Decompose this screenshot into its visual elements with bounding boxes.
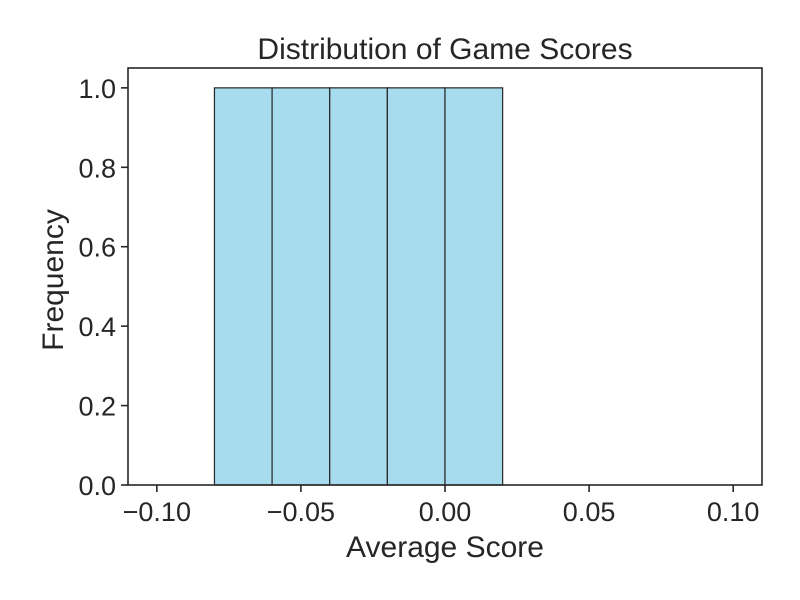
x-tick-label: −0.05 (267, 497, 335, 527)
x-axis-label: Average Score (346, 531, 544, 564)
y-tick-label: 1.0 (78, 74, 116, 104)
chart-title: Distribution of Game Scores (257, 33, 632, 66)
y-axis-label: Frequency (37, 209, 70, 351)
x-tick-label: 0.00 (419, 497, 472, 527)
y-axis: 0.0 0.2 0.4 0.6 0.8 1.0 (78, 74, 128, 501)
x-tick-label: −0.10 (123, 497, 191, 527)
y-tick-label: 0.4 (78, 312, 116, 342)
y-tick-label: 0.8 (78, 153, 116, 183)
x-axis: −0.10 −0.05 0.00 0.05 0.10 (123, 485, 760, 527)
y-tick-label: 0.0 (78, 471, 116, 501)
histogram-bar (386, 87, 446, 486)
y-tick-label: 0.2 (78, 392, 116, 422)
histogram-bar (444, 87, 504, 486)
histogram-bar (213, 87, 273, 486)
histogram-bar (271, 87, 331, 486)
y-tick-label: 0.6 (78, 233, 116, 263)
bars-layer (213, 87, 504, 486)
histogram-bar (329, 87, 388, 486)
x-tick-label: 0.05 (563, 497, 616, 527)
x-tick-label: 0.10 (707, 497, 760, 527)
